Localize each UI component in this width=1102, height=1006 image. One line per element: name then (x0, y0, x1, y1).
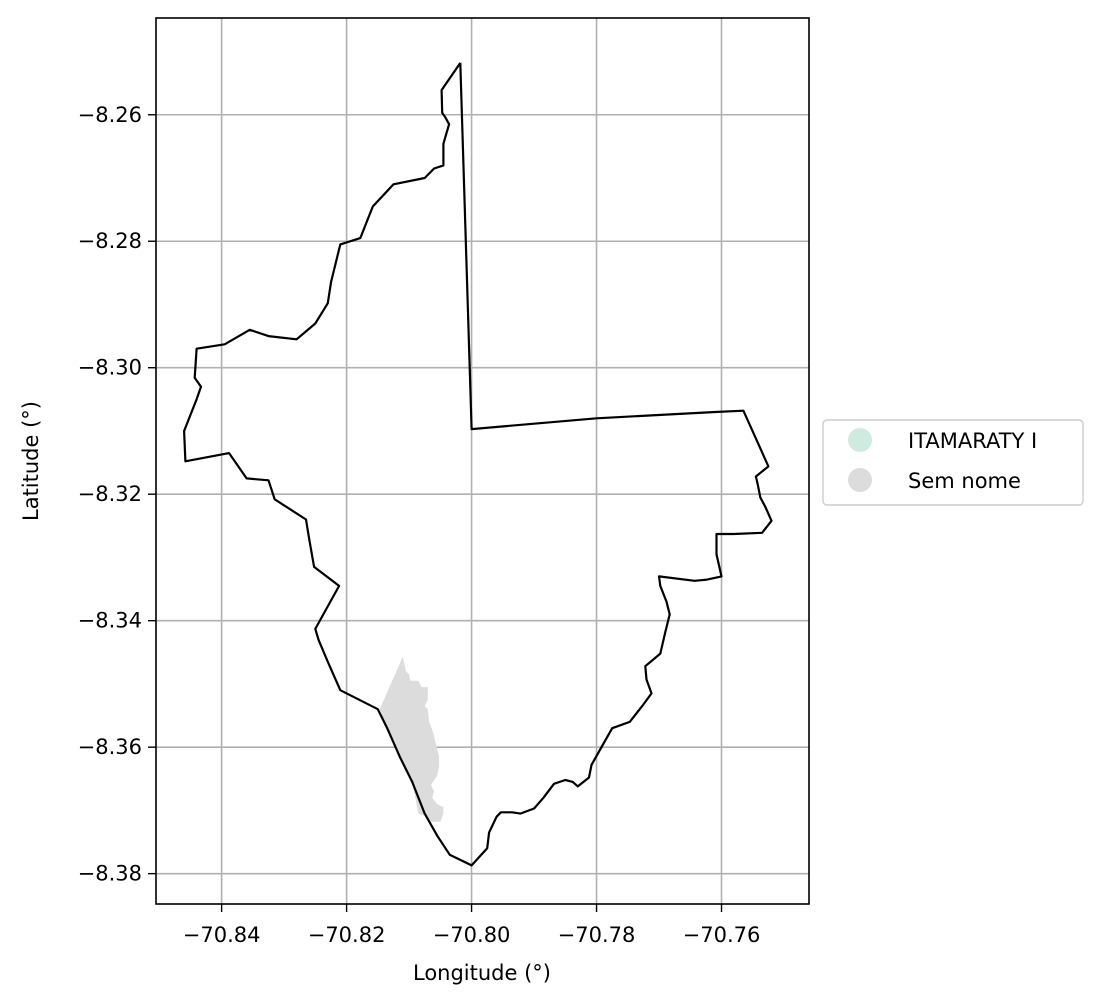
municipality-boundary (183, 62, 773, 867)
y-tick-label: −8.34 (78, 609, 142, 633)
x-axis: −70.84 −70.82 −70.80 −70.78 −70.76 (183, 904, 761, 947)
y-tick-label: −8.36 (78, 735, 142, 759)
legend: ITAMARATY I Sem nome (822, 419, 1084, 506)
x-tick-label: −70.80 (433, 923, 511, 947)
y-tick-label: −8.28 (78, 229, 142, 253)
legend-marker-sem-nome (848, 468, 872, 492)
plot-frame (155, 17, 810, 905)
y-tick-label: −8.30 (78, 356, 142, 380)
region-sem-nome (379, 656, 444, 822)
x-tick-label: −70.76 (683, 923, 761, 947)
grid-layer (156, 18, 809, 904)
x-tick-label: −70.84 (183, 923, 261, 947)
x-tick-label: −70.78 (558, 923, 636, 947)
x-axis-label: Longitude (°) (413, 961, 551, 985)
plot-background (156, 18, 809, 904)
legend-marker-itamaraty-i (848, 428, 872, 452)
x-tick-label: −70.82 (308, 923, 386, 947)
legend-box (822, 419, 1084, 506)
y-axis-label: Latitude (°) (19, 401, 43, 521)
y-tick-label: −8.26 (78, 103, 142, 127)
y-axis: −8.26 −8.28 −8.30 −8.32 −8.34 −8.36 −8.38 (78, 103, 156, 886)
legend-label-sem-nome: Sem nome (908, 469, 1021, 493)
legend-label-itamaraty-i: ITAMARATY I (908, 429, 1037, 453)
y-tick-label: −8.32 (78, 482, 142, 506)
y-tick-label: −8.38 (78, 862, 142, 886)
plot-area (155, 17, 810, 905)
